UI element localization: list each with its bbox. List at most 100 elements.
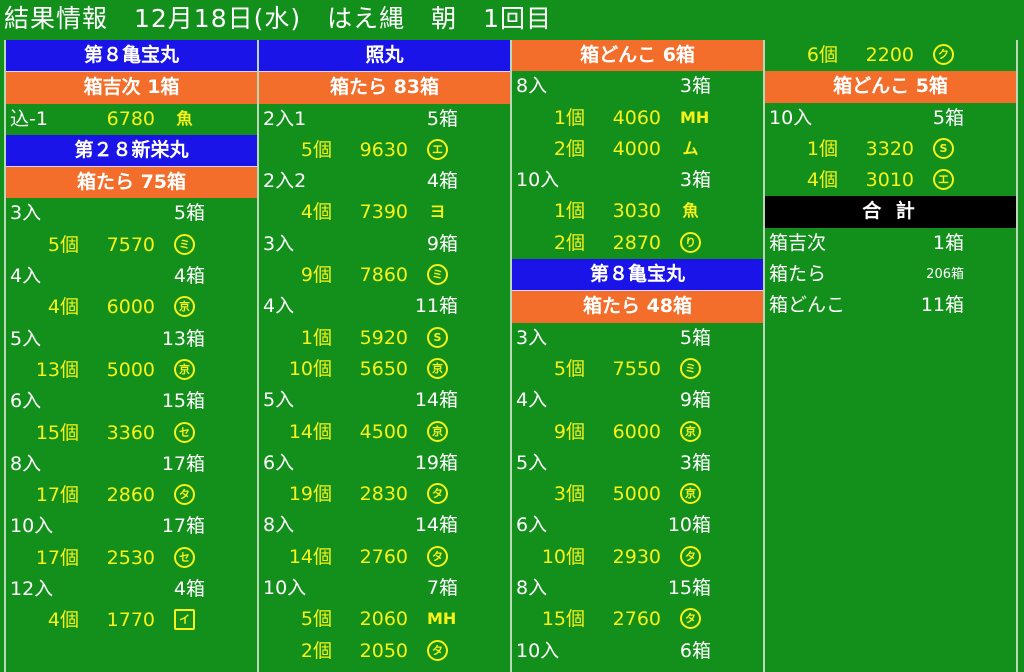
box-count: 9箱: [426, 232, 458, 255]
size-label: 8入: [516, 577, 548, 600]
quantity: 13個: [35, 358, 79, 381]
size-label: 12入: [10, 578, 54, 601]
total-row: 箱吉次 1箱: [765, 228, 1016, 259]
box-count: 17箱: [161, 452, 205, 475]
unit-price: 6000: [612, 420, 661, 443]
quantity: 19個: [288, 483, 332, 506]
quantity: 5個: [553, 357, 585, 380]
category-row: 5入 13箱: [6, 324, 257, 355]
size-label: 4入: [10, 265, 42, 288]
quantity: 6個: [806, 44, 838, 66]
total-value: 11箱: [920, 294, 964, 317]
quantity: 4個: [47, 609, 79, 632]
buyer-mark-icon: タ: [680, 608, 701, 630]
price-row: 2個 2870 り: [512, 228, 763, 259]
quantity: 1個: [300, 326, 332, 349]
quantity: 1個: [553, 106, 585, 129]
unit-price: 2870: [612, 231, 661, 254]
buyer-mark-icon: 京: [427, 357, 448, 379]
box-count: 3箱: [679, 451, 711, 474]
category-row: 10入 6箱: [512, 636, 763, 667]
category-row: 8入 17箱: [6, 449, 257, 480]
price-row: 10個 5650 京: [259, 354, 510, 385]
total-value: 1箱: [932, 231, 964, 254]
price-row: 1個 3320 S: [765, 134, 1016, 165]
box-count: 11箱: [414, 295, 458, 318]
board-title: 結果情報 12月18日(水) はえ縄 朝 1回目: [4, 4, 553, 33]
price-row: 1個 4060 MH: [512, 103, 763, 134]
box-type-header: 箱たら 75箱: [6, 167, 257, 199]
quantity: 2個: [300, 639, 332, 662]
box-count: 7箱: [426, 577, 458, 600]
buyer-mark-icon: タ: [174, 484, 195, 506]
size-label: 8入: [10, 452, 42, 475]
category-row: 2入1 5箱: [259, 104, 510, 135]
buyer-mark-icon: セ: [174, 421, 195, 443]
price-row: 9個 6000 京: [512, 417, 763, 448]
category-row: 8入 3箱: [512, 71, 763, 102]
unit-price: 3320: [865, 137, 914, 160]
price-row: 5個 7550 ミ: [512, 354, 763, 385]
buyer-mark-icon: 京: [174, 358, 195, 380]
quantity: 17個: [35, 546, 79, 569]
price-row: 1個 3030 魚: [512, 196, 763, 227]
category-row: 4入 11箱: [259, 291, 510, 322]
price-row: 15個 2760 タ: [512, 604, 763, 635]
quantity: 14個: [288, 420, 332, 443]
quantity: 2個: [553, 137, 585, 160]
price-row: 5個 2060 MH: [259, 604, 510, 635]
box-count: 3箱: [679, 75, 711, 98]
buyer-mark-icon: 京: [680, 483, 701, 505]
category-row: 8入 15箱: [512, 573, 763, 604]
size-label: 2入1: [263, 107, 307, 130]
box-count: 4箱: [426, 170, 458, 193]
size-label: 3入: [263, 232, 295, 255]
category-row: 5入 14箱: [259, 385, 510, 416]
total-label: 箱たら: [769, 263, 827, 286]
column-2: 照丸 箱たら 83箱 2入1 5箱 5個 9630 エ 2入2 4箱 4個 7390 ヨ 3入 9箱 9個 7…: [257, 40, 510, 672]
buyer-mark-icon: ミ: [680, 357, 701, 379]
quantity: 3個: [553, 483, 585, 506]
buyer-mark-icon: 京: [680, 420, 701, 442]
price-row: 13個 5000 京: [6, 355, 257, 386]
unit-price: 7860: [359, 264, 408, 287]
quantity: 5個: [47, 233, 79, 256]
boat-header: 第８亀宝丸: [512, 259, 763, 292]
price-row: 4個 3010 エ: [765, 165, 1016, 196]
size-label: 8入: [263, 514, 295, 537]
size-label: 10入: [769, 106, 813, 129]
boat-header: 照丸: [259, 40, 510, 73]
category-row: 3入 5箱: [512, 323, 763, 354]
unit-price: 1770: [106, 609, 155, 632]
box-count: 5箱: [932, 106, 964, 129]
size-label: 5入: [516, 451, 548, 474]
box-count: 5箱: [173, 202, 205, 225]
price-row: 4個 1770 イ: [6, 605, 257, 636]
buyer-mark-icon: MH: [680, 107, 710, 127]
unit-price: 2760: [612, 608, 661, 631]
unit-price: 9630: [359, 138, 408, 161]
buyer-mark-icon: MH: [427, 609, 457, 629]
size-label: 10入: [10, 515, 54, 538]
size-label: 4入: [516, 389, 548, 412]
box-type-header: 箱たら 83箱: [259, 72, 510, 104]
size-label: 8入: [516, 75, 548, 98]
total-row: 箱たら 206箱: [765, 259, 1016, 290]
quantity: 4個: [47, 296, 79, 319]
box-count: 5箱: [679, 326, 711, 349]
column-1: 第８亀宝丸 箱吉次 1箱 込-1 6780 魚第２８新栄丸 箱たら 75箱 3入 5箱 5個 75…: [4, 40, 257, 672]
size-label: 6入: [516, 514, 548, 537]
price-row: 2個 2050 タ: [259, 636, 510, 667]
buyer-mark-icon: タ: [427, 545, 448, 567]
size-label: 6入: [263, 451, 295, 474]
column-4: 6個 2200 ク箱どんこ 5箱 10入 5箱 1個 3320 S 4個 3010 エ合 計箱吉次 1…: [763, 40, 1018, 672]
category-row: 4入 9箱: [512, 385, 763, 416]
quantity: 17個: [35, 484, 79, 507]
size-label: 5入: [10, 327, 42, 350]
category-row: 5入 3箱: [512, 448, 763, 479]
buyer-mark-icon: イ: [174, 609, 195, 631]
total-label: 箱吉次: [769, 231, 827, 254]
box-count: 15箱: [161, 390, 205, 413]
unit-price: 2200: [865, 44, 914, 66]
